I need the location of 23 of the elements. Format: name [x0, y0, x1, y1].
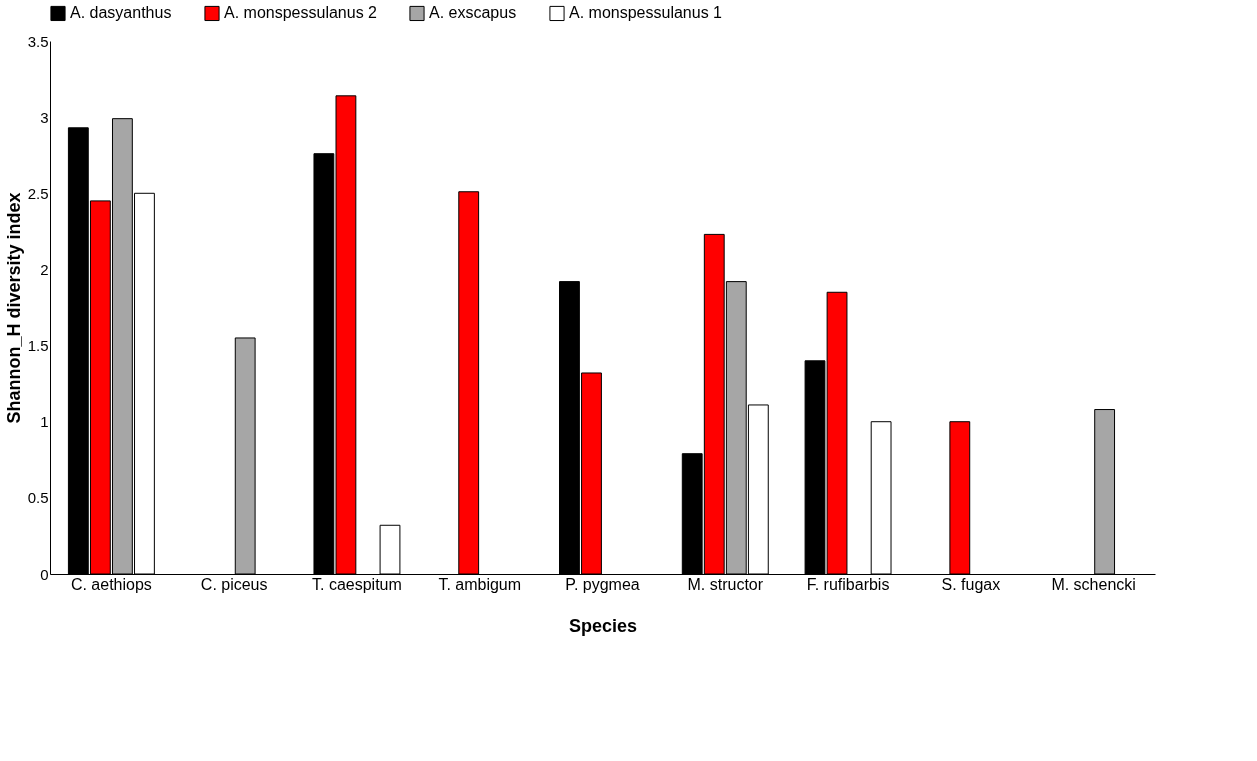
x-tick-label: C. aethiops [70, 575, 152, 593]
legend-label: A. exscapus [429, 4, 517, 22]
x-tick-label: T. caespitum [312, 575, 402, 593]
x-tick-label: M. schencki [1051, 575, 1136, 593]
y-tick-label: 1.5 [27, 337, 49, 355]
y-tick-label: 2 [40, 260, 49, 278]
y-tick-label: 3.5 [27, 32, 49, 50]
x-axis-title: Species [568, 615, 638, 636]
legend-label: A. monspessulanus 1 [569, 4, 723, 22]
y-tick-label: 0 [40, 565, 49, 583]
legend-label: A. dasyanthus [70, 4, 172, 22]
x-tick-label: S. fugax [941, 575, 1001, 593]
y-tick-label: 2.5 [27, 184, 49, 202]
x-tick-label: C. piceus [200, 575, 268, 593]
y-tick-label: 0.5 [27, 489, 49, 507]
legend-label: A. monspessulanus 2 [224, 4, 378, 22]
y-axis-title: Shannon_H diversity index [3, 192, 24, 424]
x-tick-label: M. structor [687, 575, 764, 593]
x-tick-label: P. pygmea [565, 575, 640, 593]
y-tick-label: 3 [40, 108, 49, 126]
x-tick-label: T. ambigum [438, 575, 522, 593]
x-tick-label: F. rufibarbis [806, 575, 890, 593]
y-tick-label: 1 [40, 413, 49, 431]
